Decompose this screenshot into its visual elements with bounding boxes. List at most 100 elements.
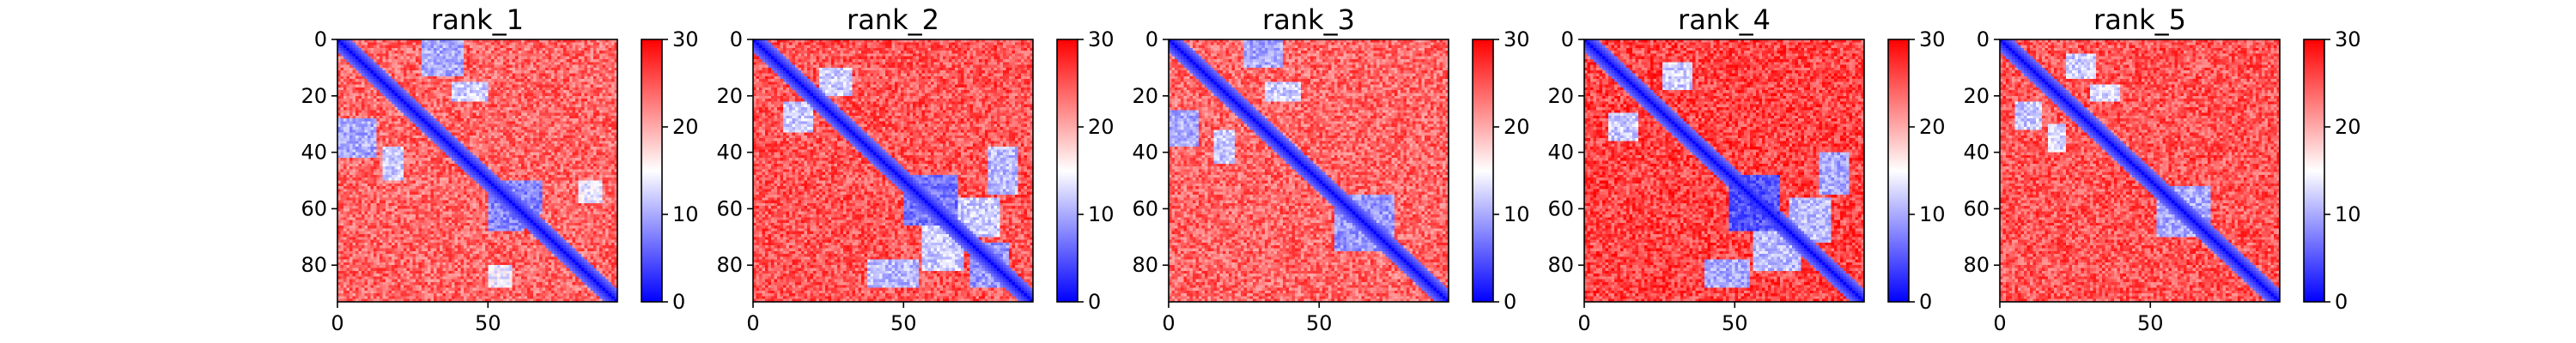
heatmap-cell <box>430 90 434 93</box>
heatmap-cell <box>337 166 341 170</box>
heatmap-cell <box>454 183 459 187</box>
heatmap-cell <box>380 73 383 77</box>
heatmap-cell <box>550 166 555 170</box>
heatmap-cell <box>406 62 410 65</box>
heatmap-cell <box>376 99 380 102</box>
heatmap-cell <box>398 56 401 60</box>
heatmap-cell <box>376 135 380 139</box>
heatmap-cell <box>364 152 368 156</box>
heatmap-cell <box>538 118 543 122</box>
heatmap-cell <box>572 39 576 43</box>
heatmap-cell <box>598 42 603 45</box>
heatmap-cell <box>466 99 471 102</box>
heatmap-cell <box>544 101 549 105</box>
heatmap-cell <box>452 56 456 60</box>
heatmap-cell <box>536 47 540 51</box>
heatmap-cell <box>580 154 585 159</box>
heatmap-cell <box>562 59 567 63</box>
heatmap-cell <box>508 106 513 111</box>
heatmap-cell <box>560 127 564 130</box>
heatmap-cell <box>436 118 440 122</box>
heatmap-cell <box>586 149 591 153</box>
heatmap-cell <box>602 166 606 170</box>
heatmap-cell <box>400 169 404 172</box>
heatmap-cell <box>605 147 609 150</box>
heatmap-cell <box>386 104 389 108</box>
heatmap-cell <box>374 79 377 82</box>
heatmap-cell <box>526 95 531 99</box>
heatmap-cell <box>496 147 501 150</box>
heatmap-cell <box>410 59 413 63</box>
heatmap-cell <box>488 87 492 91</box>
heatmap-cell <box>584 121 588 125</box>
heatmap-cell <box>478 169 483 172</box>
heatmap-cell <box>512 79 516 82</box>
heatmap-cell <box>386 149 389 153</box>
heatmap-cell <box>566 163 570 167</box>
heatmap-cell <box>388 163 392 167</box>
heatmap-cell <box>512 118 516 122</box>
heatmap-cell <box>337 127 341 130</box>
heatmap-cell <box>394 99 398 102</box>
heatmap-cell <box>404 90 407 93</box>
heatmap-cell <box>608 143 612 147</box>
heatmap-cell <box>562 163 567 167</box>
heatmap-cell <box>524 47 528 51</box>
heatmap-cell <box>370 70 374 74</box>
heatmap-cell <box>400 183 404 187</box>
heatmap-cell <box>560 149 564 153</box>
heatmap-cell <box>388 47 392 51</box>
heatmap-cell <box>343 154 347 159</box>
heatmap-cell <box>364 189 368 193</box>
heatmap-cell <box>580 172 585 176</box>
heatmap-cell <box>605 95 609 99</box>
heatmap-cell <box>382 115 386 119</box>
heatmap-cell <box>400 138 404 141</box>
heatmap-cell <box>542 178 546 181</box>
heatmap-cell <box>472 183 477 187</box>
heatmap-cell <box>611 149 615 153</box>
heatmap-cell <box>398 160 401 165</box>
heatmap-cell <box>478 64 483 69</box>
heatmap-cell <box>424 147 428 150</box>
heatmap-cell <box>524 104 528 108</box>
heatmap-cell <box>343 84 347 88</box>
heatmap-cell <box>586 160 591 165</box>
heatmap-cell <box>614 90 618 93</box>
heatmap-cell <box>568 158 573 161</box>
heatmap-cell <box>470 143 474 147</box>
heatmap-cell <box>488 84 492 88</box>
heatmap-cell <box>490 178 495 181</box>
heatmap-cell <box>580 127 585 130</box>
heatmap-cell <box>548 143 552 147</box>
heatmap-cell <box>452 106 456 111</box>
heatmap-cell <box>460 75 465 80</box>
heatmap-cell <box>488 90 492 93</box>
heatmap-cell <box>458 118 462 122</box>
heatmap-cell <box>355 59 359 63</box>
heatmap-cell <box>349 84 353 88</box>
heatmap-cell <box>406 154 410 159</box>
heatmap-cell <box>380 112 383 117</box>
heatmap-cell <box>436 172 440 176</box>
heatmap-cell <box>470 154 474 159</box>
heatmap-cell <box>586 67 591 71</box>
heatmap-cell <box>580 67 585 71</box>
heatmap-cell <box>394 115 398 119</box>
heatmap-cell <box>416 189 419 193</box>
heatmap-cell <box>430 166 434 170</box>
heatmap-cell <box>502 45 507 49</box>
heatmap-cell <box>500 110 504 113</box>
heatmap-cell <box>346 147 350 150</box>
heatmap-cell <box>376 158 380 161</box>
heatmap-cell <box>526 84 531 88</box>
heatmap-cell <box>370 90 374 93</box>
heatmap-cell <box>580 56 585 60</box>
heatmap-cell <box>496 79 501 82</box>
heatmap-cell <box>536 186 540 190</box>
heatmap-cell <box>506 84 510 88</box>
heatmap-cell <box>584 95 588 99</box>
heatmap-cell <box>566 180 570 184</box>
heatmap-cell <box>392 132 395 136</box>
heatmap-cell <box>542 104 546 108</box>
